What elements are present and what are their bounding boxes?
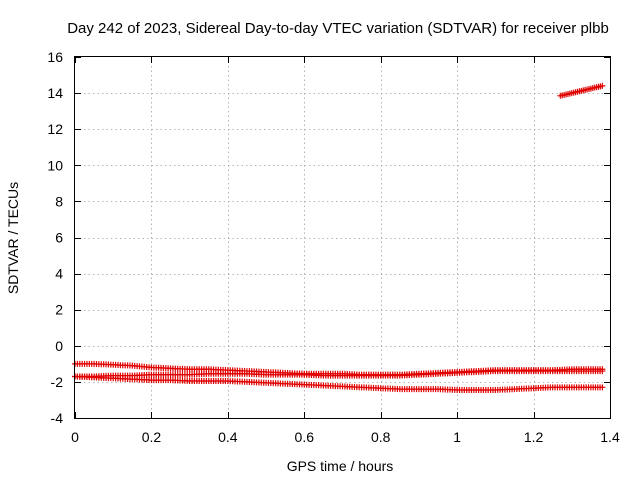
y-tick-label: 6 — [55, 230, 63, 246]
x-tick-label: 1.4 — [600, 429, 620, 445]
y-tick-label: 10 — [47, 157, 63, 173]
y-tick-label: 0 — [55, 338, 63, 354]
series-middle-band — [72, 368, 606, 380]
y-tick-label: 4 — [55, 266, 63, 282]
x-tick-label: 0.2 — [142, 429, 162, 445]
x-tick-label: 0 — [71, 429, 79, 445]
y-tick-label: -4 — [51, 410, 64, 426]
y-tick-label: -2 — [51, 374, 64, 390]
data-point — [599, 384, 606, 391]
grid-lines — [75, 57, 610, 418]
y-tick-label: 16 — [47, 49, 63, 65]
x-tick-label: 0.4 — [218, 429, 238, 445]
y-tick-label: 12 — [47, 121, 63, 137]
x-tick-label: 0.6 — [295, 429, 315, 445]
y-tick-label: 8 — [55, 193, 63, 209]
y-tick-label: 2 — [55, 302, 63, 318]
x-tick-label: 1.2 — [524, 429, 544, 445]
x-tick-label: 0.8 — [371, 429, 391, 445]
plot-frame — [74, 56, 611, 419]
series-lower-band — [72, 373, 606, 394]
chart-title: Day 242 of 2023, Sidereal Day-to-day VTE… — [67, 20, 609, 37]
x-tick-label: 1 — [453, 429, 461, 445]
series-high-segment — [557, 82, 606, 99]
axis-ticks — [75, 57, 611, 419]
y-tick-label: 14 — [47, 85, 63, 101]
data-points — [72, 82, 606, 394]
data-point — [599, 82, 606, 89]
y-axis-label: SDTVAR / TECUs — [5, 182, 21, 294]
x-axis-label: GPS time / hours — [287, 458, 394, 474]
data-point — [599, 368, 606, 375]
tick-labels: 0 0.2 0.4 0.6 0.8 1 1.2 1.4 -4 -2 0 2 4 6 8 10 12 14 16 — [47, 49, 620, 445]
